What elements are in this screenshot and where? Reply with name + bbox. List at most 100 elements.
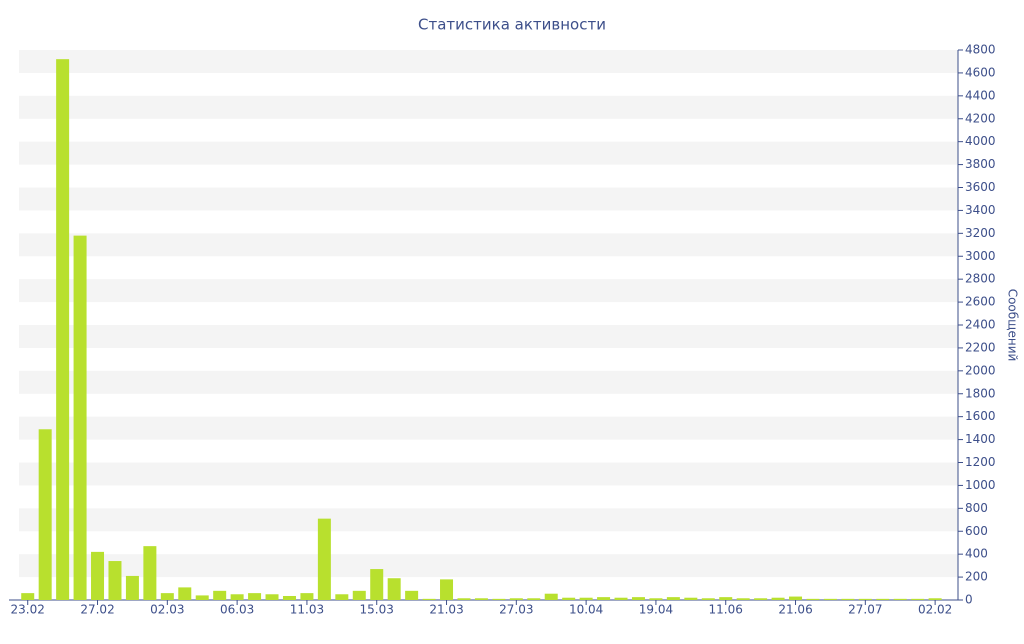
y-tick-label: 2200 [965,340,996,354]
x-tick-label: 21.06 [778,603,812,617]
y-tick-label: 1000 [965,478,996,492]
bar [457,598,471,600]
y-tick-label: 4800 [965,43,996,57]
y-tick-label: 1200 [965,455,996,469]
bar [544,593,558,600]
y-tick-label: 400 [965,547,988,561]
y-tick-label: 3000 [965,249,996,263]
bar [230,594,244,600]
x-tick-label: 06.03 [220,603,254,617]
bar [562,597,576,600]
bar [265,594,279,600]
bar [125,575,139,600]
x-tick-label: 19.04 [639,603,673,617]
x-tick-label: 23.02 [11,603,45,617]
bar [911,598,925,600]
bar [579,597,593,600]
y-axis-label: Сообщений [1006,289,1020,362]
x-tick-label: 11.06 [709,603,743,617]
bar [492,598,506,600]
bar [213,590,227,600]
grid-band [19,325,958,348]
bar [666,597,680,600]
y-tick-label: 4200 [965,111,996,125]
bar [422,598,436,600]
grid-band [19,187,958,211]
y-tick-label: 3800 [965,157,996,171]
y-tick-label: 4600 [965,65,996,79]
y-tick-label: 4000 [965,134,996,148]
x-tick-label: 27.03 [499,603,533,617]
bar [160,593,174,600]
grid-band [19,279,958,303]
grid-band [19,370,958,394]
bar [649,598,663,600]
y-tick-label: 0 [965,593,973,607]
bar [143,546,157,600]
x-tick-label: 11.03 [290,603,324,617]
bar [317,518,331,600]
y-tick-label: 1400 [965,432,996,446]
bar [91,551,105,600]
bar [474,598,488,600]
y-tick-label: 2000 [965,363,996,377]
bar [178,587,192,600]
bar [370,569,384,600]
grid-band [19,95,958,119]
x-tick-label: 27.02 [80,603,114,617]
bar [841,598,855,600]
y-tick-label: 1600 [965,409,996,423]
bar [387,578,401,600]
bar [789,596,803,600]
bar [335,594,349,600]
bar [597,597,611,600]
bar [405,590,419,600]
bar [736,598,750,600]
bar [893,598,907,600]
bar [771,597,785,600]
bar [73,235,87,600]
bar [195,595,209,600]
x-tick-label: 21.03 [429,603,463,617]
grid-band [19,416,958,440]
bar [719,597,733,600]
x-tick-label: 27.07 [848,603,882,617]
x-tick-label: 02.03 [150,603,184,617]
bar [754,598,768,600]
y-tick-label: 3200 [965,226,996,240]
y-tick-label: 3600 [965,180,996,194]
bar [509,598,523,600]
y-tick-label: 2800 [965,272,996,286]
bar [21,593,35,600]
grid-band [19,141,958,165]
bar [527,598,541,600]
bar [806,598,820,600]
grid-band [19,462,958,486]
bar [248,593,262,600]
chart-title: Статистика активности [418,16,606,34]
y-tick-label: 2400 [965,318,996,332]
bar [876,598,890,600]
y-tick-label: 1800 [965,386,996,400]
x-tick-label: 15.03 [360,603,394,617]
bar [684,597,698,600]
bar [858,598,872,600]
x-tick-label: 10.04 [569,603,603,617]
bar [352,590,366,600]
y-tick-label: 600 [965,524,988,538]
bar [56,59,70,600]
grid-band [19,554,958,578]
grid-band [19,233,958,257]
y-tick-label: 4400 [965,88,996,102]
grid-band [19,508,958,532]
x-tick-label: 02.02 [918,603,952,617]
bar [823,598,837,600]
bar [108,561,122,600]
bar [631,597,645,600]
y-tick-label: 3400 [965,203,996,217]
y-tick-label: 2600 [965,295,996,309]
y-tick-label: 800 [965,501,988,515]
bar [282,595,296,600]
y-tick-label: 200 [965,570,988,584]
bar [38,429,52,600]
